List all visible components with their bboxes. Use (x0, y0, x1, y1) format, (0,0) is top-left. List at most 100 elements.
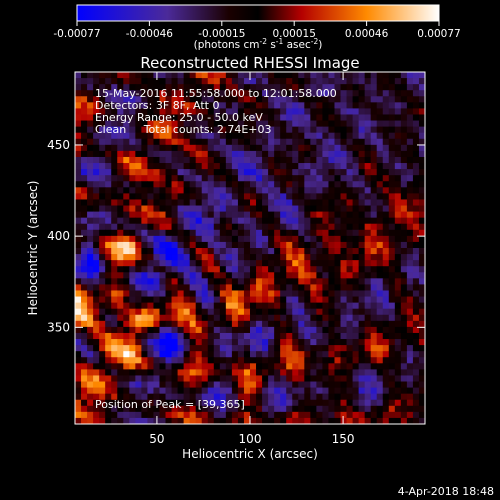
heatmap-cell (135, 114, 142, 121)
heatmap-cell (117, 150, 124, 158)
heatmap-cell (340, 144, 347, 152)
heatmap-cell (382, 351, 390, 358)
heatmap-cell (262, 381, 269, 388)
heatmap-cell (231, 205, 239, 212)
heatmap-cell (256, 284, 263, 291)
heatmap-cell (195, 345, 203, 352)
heatmap-cell (388, 254, 396, 261)
heatmap-cell (99, 260, 106, 267)
heatmap-cell (183, 296, 191, 304)
heatmap-cell (370, 339, 378, 346)
heatmap-cell (123, 254, 130, 261)
heatmap-cell (364, 375, 372, 382)
heatmap-cell (213, 302, 221, 310)
heatmap-cell (412, 84, 420, 91)
heatmap-cell (412, 199, 420, 206)
heatmap-cell (105, 375, 112, 382)
heatmap-cell (123, 205, 130, 212)
heatmap-cell (364, 357, 372, 364)
heatmap-cell (165, 181, 172, 188)
heatmap-cell (298, 138, 305, 146)
heatmap-cell (189, 357, 197, 364)
heatmap-cell (316, 193, 323, 200)
heatmap-cell (304, 126, 311, 134)
heatmap-cell (310, 175, 317, 182)
heatmap-cell (201, 235, 209, 243)
heatmap-cell (183, 363, 191, 370)
heatmap-cell (394, 181, 402, 188)
heatmap-cell (171, 266, 178, 273)
heatmap-cell (292, 417, 299, 424)
heatmap-cell (400, 339, 408, 346)
heatmap-cell (388, 314, 396, 322)
heatmap-cell (219, 284, 227, 291)
colorbar-tick-label: -0.00077 (53, 28, 100, 40)
heatmap-cell (141, 199, 148, 206)
heatmap-cell (376, 314, 384, 322)
heatmap-cell (237, 223, 245, 231)
heatmap-cell (382, 150, 390, 158)
heatmap-cell (141, 278, 148, 285)
heatmap-cell (328, 302, 335, 310)
heatmap-cell (370, 393, 378, 401)
heatmap-cell (262, 363, 269, 370)
heatmap-cell (400, 223, 408, 231)
heatmap-cell (225, 284, 233, 291)
heatmap-cell (364, 405, 372, 413)
heatmap-cell (256, 393, 263, 401)
heatmap-cell (382, 357, 390, 364)
heatmap-cell (141, 369, 148, 376)
heatmap-cell (352, 229, 360, 237)
heatmap-cell (412, 248, 420, 255)
heatmap-cell (268, 345, 275, 352)
heatmap-cell (292, 126, 299, 134)
heatmap-cell (286, 211, 293, 219)
heatmap-cell (93, 381, 100, 388)
heatmap-cell (225, 393, 233, 401)
heatmap-cell (388, 320, 396, 328)
heatmap-cell (225, 345, 233, 352)
heatmap-cell (105, 332, 112, 340)
heatmap-cell (322, 387, 329, 395)
heatmap-cell (111, 369, 118, 376)
heatmap-cell (418, 284, 425, 291)
heatmap-cell (141, 84, 148, 91)
heatmap-cell (231, 175, 239, 182)
heatmap-cell (316, 169, 323, 176)
heatmap-cell (129, 272, 136, 279)
heatmap-cell (213, 284, 221, 291)
heatmap-cell (141, 102, 148, 109)
heatmap-cell (400, 114, 408, 121)
heatmap-cell (364, 351, 372, 358)
heatmap-cell (376, 223, 384, 231)
heatmap-cell (147, 138, 154, 146)
heatmap-cell (340, 108, 347, 115)
heatmap-cell (262, 302, 269, 310)
heatmap-cell (418, 387, 425, 395)
heatmap-cell (219, 199, 227, 206)
heatmap-cell (147, 308, 154, 316)
heatmap-cell (135, 78, 142, 85)
heatmap-cell (165, 138, 172, 146)
heatmap-cell (165, 199, 172, 206)
heatmap-cell (75, 235, 82, 243)
heatmap-cell (189, 235, 197, 243)
heatmap-cell (262, 266, 269, 273)
heatmap-cell (358, 272, 366, 279)
heatmap-cell (286, 326, 293, 334)
heatmap-cell (111, 163, 118, 170)
heatmap-cell (358, 108, 366, 115)
heatmap-cell (304, 302, 311, 310)
heatmap-cell (346, 387, 353, 395)
heatmap-cell (406, 272, 414, 279)
heatmap-cell (135, 248, 142, 255)
heatmap-cell (135, 169, 142, 176)
heatmap-cell (153, 205, 160, 212)
heatmap-cell (280, 411, 287, 419)
heatmap-cell (286, 357, 293, 364)
heatmap-cell (117, 417, 124, 424)
heatmap-cell (358, 411, 366, 419)
heatmap-cell (346, 241, 353, 249)
heatmap-cell (322, 369, 329, 376)
heatmap-cell (243, 156, 251, 164)
